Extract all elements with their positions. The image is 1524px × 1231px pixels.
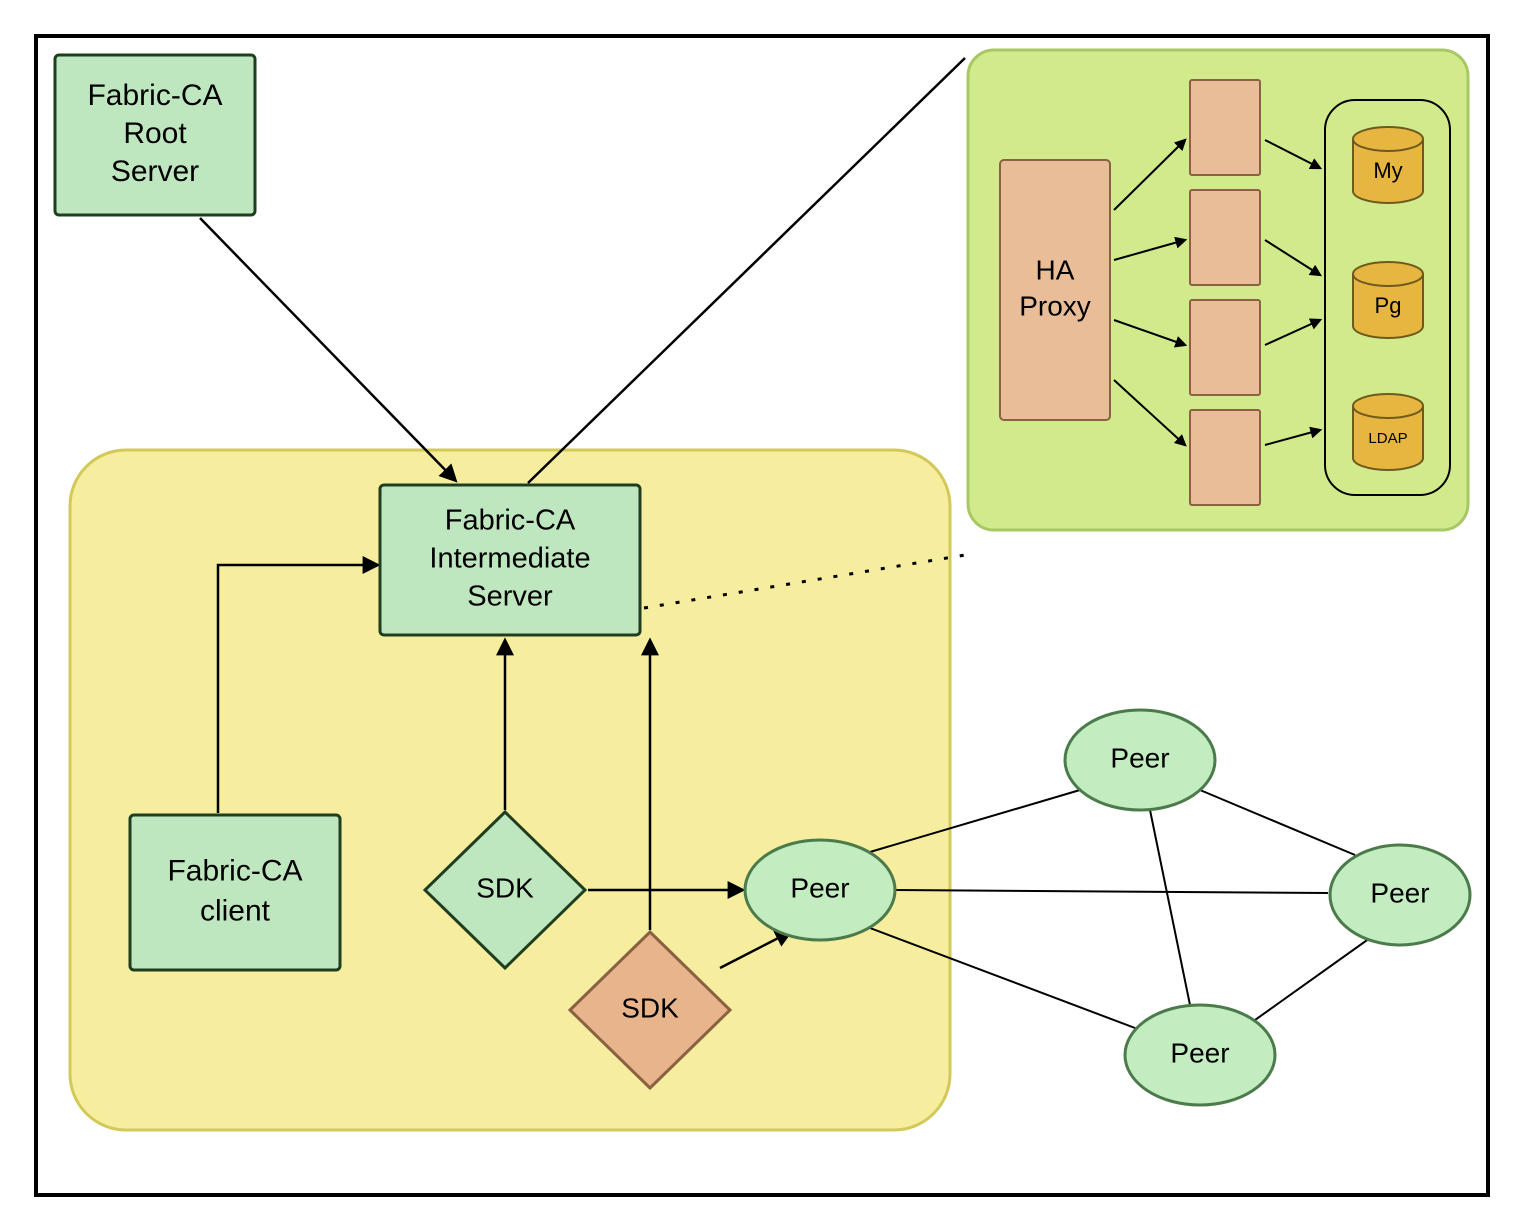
server2: [1190, 190, 1260, 285]
db_my-label: My: [1373, 158, 1402, 183]
sdk_green-label: SDK: [476, 872, 534, 903]
intermediate_server-label: Fabric-CA: [445, 505, 576, 537]
intermediate_server: Fabric-CA Intermediate Server: [380, 485, 640, 635]
peer_left-label: Peer: [790, 872, 849, 903]
db_ldap: LDAP: [1353, 394, 1423, 470]
intermediate_server-label: Server: [467, 581, 553, 613]
peer_right: Peer: [1330, 845, 1470, 945]
db_my: My: [1353, 127, 1423, 203]
root_server: Fabric-CA Root Server: [55, 55, 255, 215]
db_ldap-label: LDAP: [1368, 430, 1407, 447]
ca_client-label: Fabric-CA: [167, 854, 302, 887]
peer_top-label: Peer: [1110, 742, 1169, 773]
haproxy-label: Proxy: [1019, 290, 1091, 321]
peer_right-label: Peer: [1370, 877, 1429, 908]
server4: [1190, 410, 1260, 505]
root_server-label: Root: [123, 117, 187, 150]
peer_left: Peer: [745, 840, 895, 940]
root_server-label: Fabric-CA: [87, 79, 222, 112]
server1: [1190, 80, 1260, 175]
db_pg-label: Pg: [1375, 293, 1402, 318]
peer_bottom: Peer: [1125, 1005, 1275, 1105]
haproxy-label: HA: [1036, 254, 1075, 285]
ca_client-label: client: [200, 894, 271, 927]
sdk_orange-label: SDK: [621, 992, 679, 1023]
ca_client: Fabric-CA client: [130, 815, 340, 970]
intermediate_server-label: Intermediate: [429, 543, 590, 575]
peer_top: Peer: [1065, 710, 1215, 810]
root_server-label: Server: [111, 155, 199, 188]
server3: [1190, 300, 1260, 395]
haproxy: HA Proxy: [1000, 160, 1110, 420]
peer_bottom-label: Peer: [1170, 1037, 1229, 1068]
db_pg: Pg: [1353, 262, 1423, 338]
